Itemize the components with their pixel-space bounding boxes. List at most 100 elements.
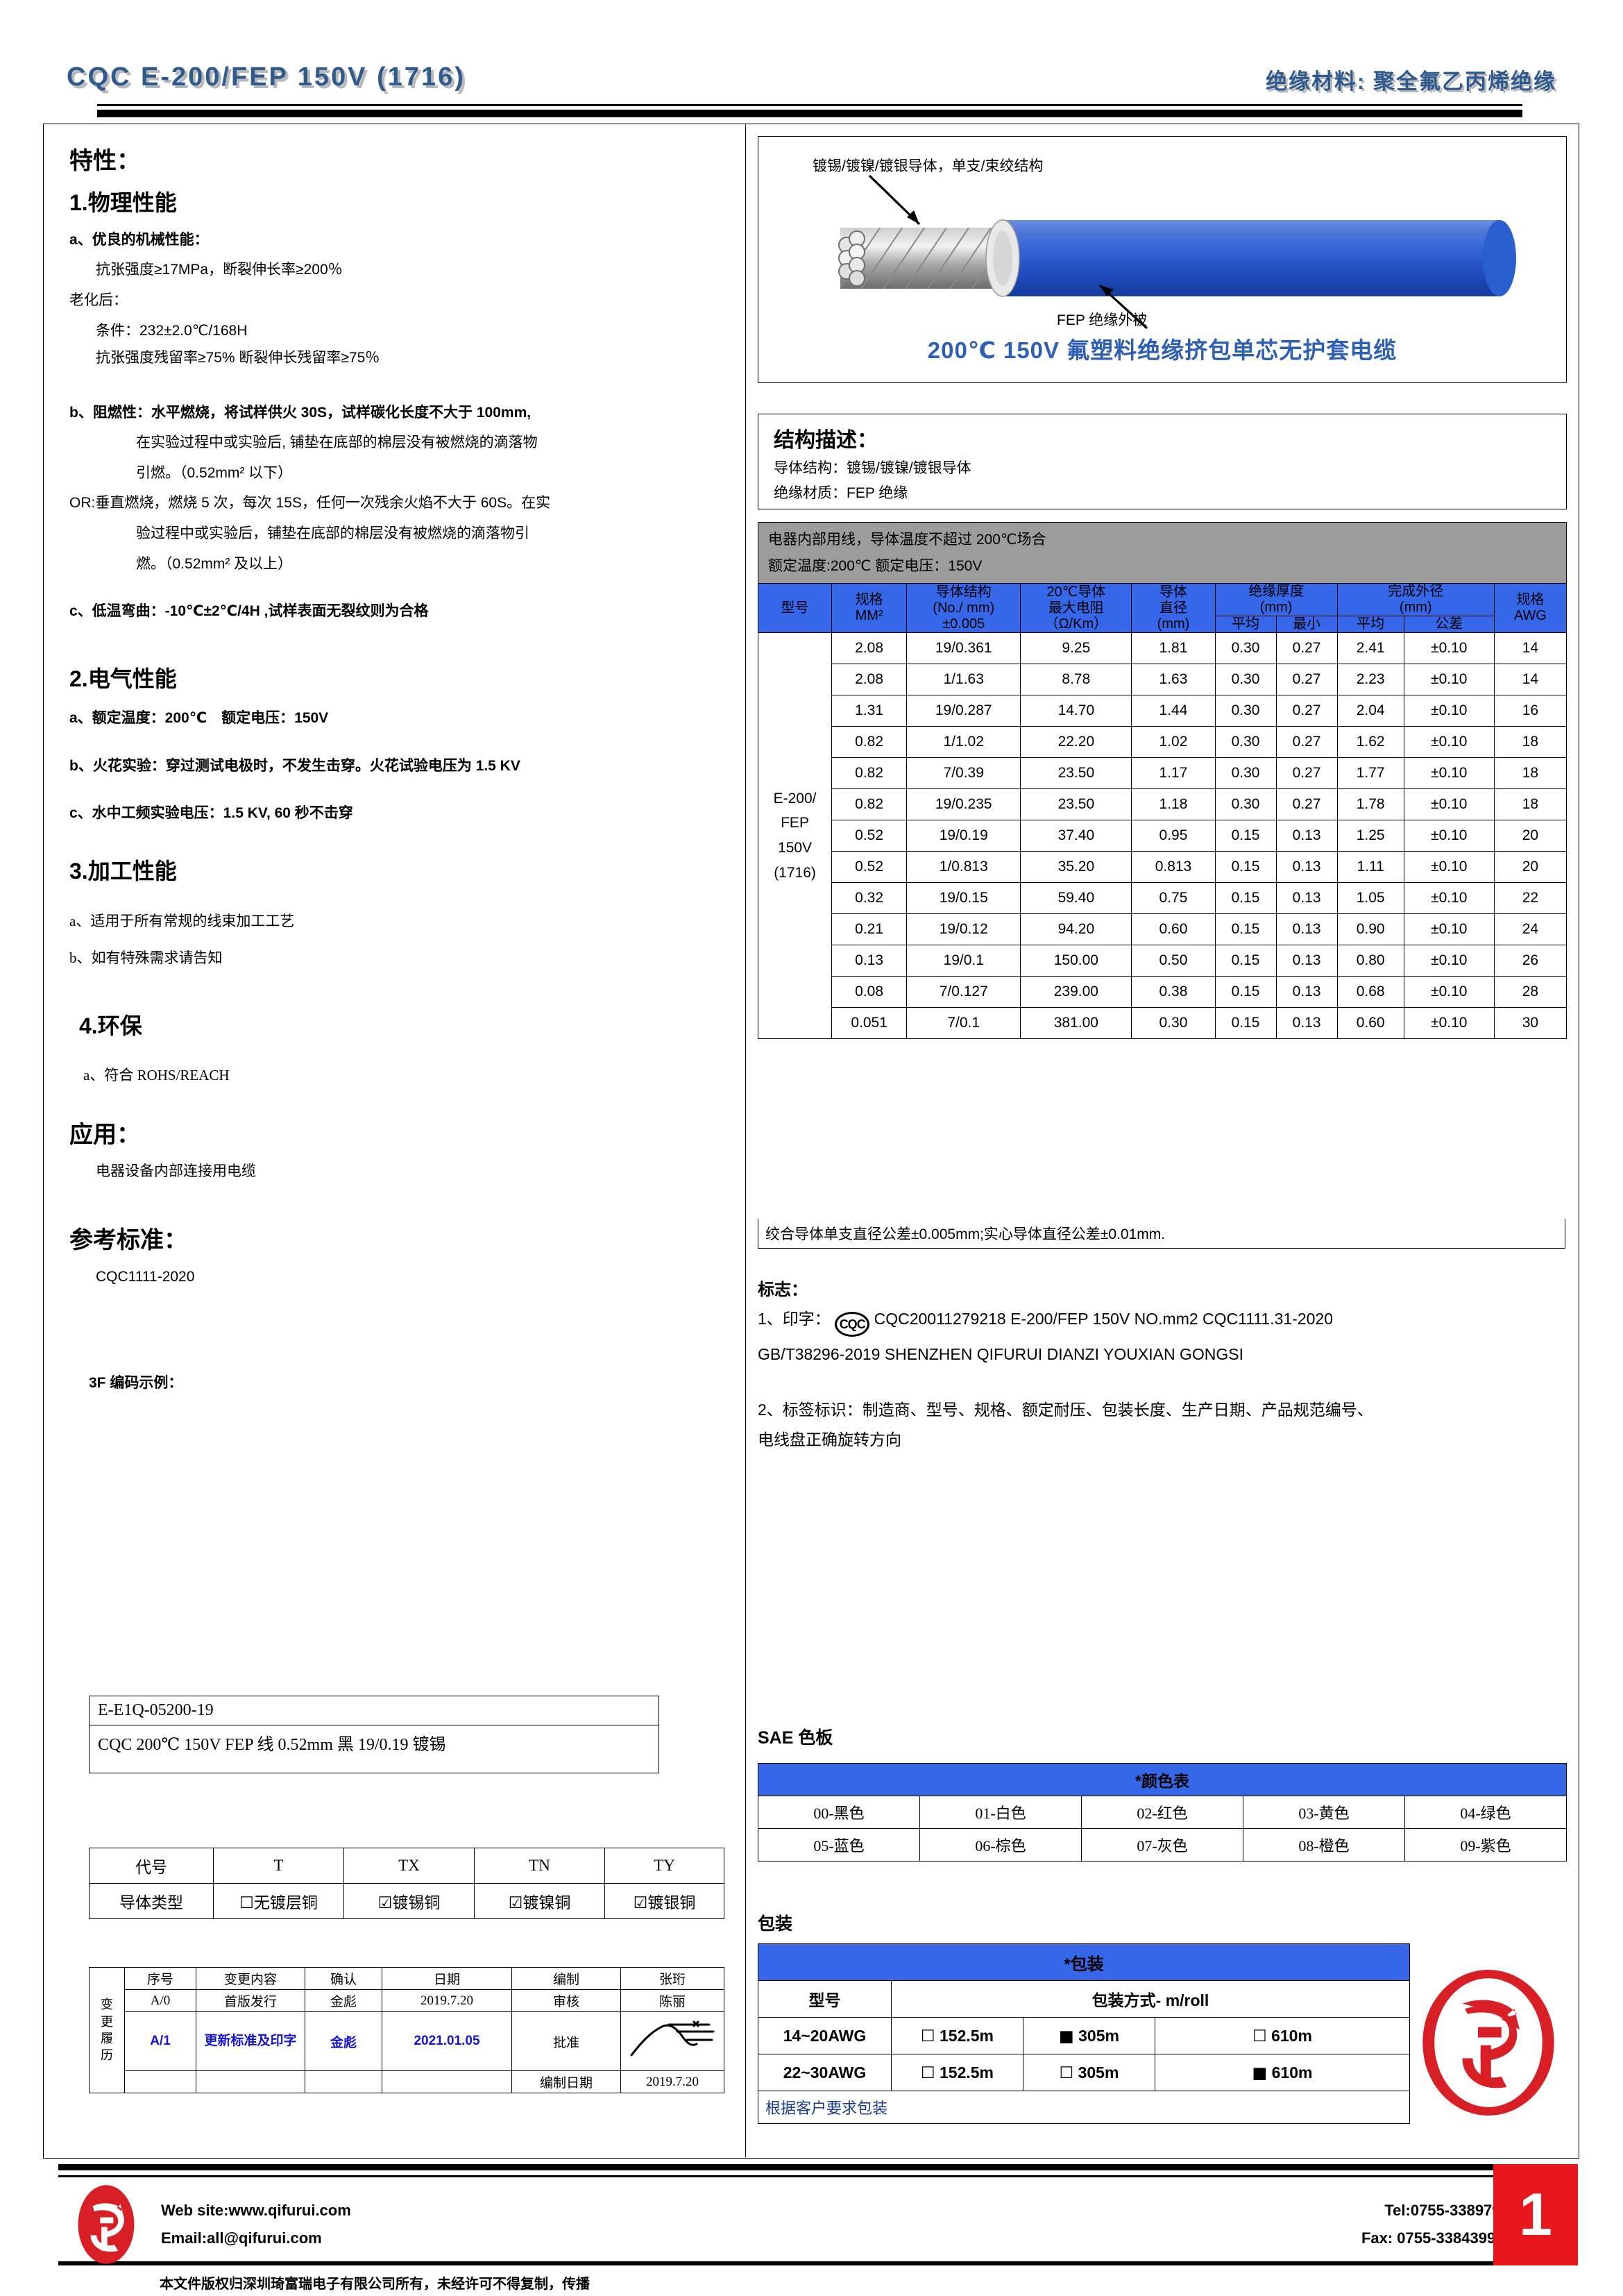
marking-print-text: CQC20011279218 E-200/FEP 150V NO.mm2 CQC…	[874, 1310, 1333, 1328]
spec-cell-r9-c1: 19/0.12	[906, 913, 1021, 945]
packaging-row1-opt0[interactable]: ☐ 152.5m	[891, 2054, 1023, 2091]
packaging-row0-opt2[interactable]: ☐ 610m	[1155, 2017, 1410, 2054]
packaging-row1-opt2[interactable]: ■ 610m	[1155, 2054, 1410, 2091]
conductor-option-silver-copper[interactable]: ☑镀银铜	[604, 1883, 724, 1919]
header-subtitle: 绝缘材料: 聚全氟乙丙烯绝缘	[1266, 69, 1556, 94]
spec-cell-r5-c5: 0.27	[1275, 788, 1338, 820]
packaging-table: *包装 型号 包装方式- m/roll 14~20AWG ☐ 152.5m ■ …	[758, 1943, 1410, 2124]
packaging-row1-opt1[interactable]: ☐ 305m	[1023, 2054, 1155, 2091]
spark-test-line: b、火花实验：穿过测试电极时，不发生击穿。火花试验电压为 1.5 KV	[69, 757, 520, 774]
table-row: 0.52 1/0.813 35.20 0.813 0.15 0.13 1.11 ±0.10 20	[758, 851, 1567, 883]
revision-header-date: 日期	[382, 1967, 512, 1990]
packaging-col-model: 型号	[758, 1980, 892, 2018]
application-condition-line2: 额定温度:200℃ 额定电压：150V	[768, 558, 983, 574]
spec-cell-r0-c3: 1.81	[1131, 632, 1216, 664]
packaging-row0-opt0[interactable]: ☐ 152.5m	[891, 2017, 1023, 2054]
spec-cell-r4-c5: 0.27	[1275, 757, 1338, 789]
spec-cell-r7-c1: 1/0.813	[906, 851, 1021, 883]
spec-cell-r9-c4: 0.15	[1214, 913, 1277, 945]
content-frame	[43, 124, 1579, 2159]
table-row: 根据客户要求包装	[758, 2091, 1410, 2124]
vertical-burn-line3: 燃。（0.52mm² 及以上）	[136, 555, 293, 572]
option-label: 610m	[1271, 2063, 1313, 2082]
page-title: CQC E-200/FEP 150V (1716)	[67, 62, 466, 92]
spec-th-construction: 导体结构 (No./ mm) ±0.005	[906, 583, 1021, 633]
checkbox-filled-icon: ■	[1252, 2063, 1268, 2082]
revision-row2-date	[382, 2070, 512, 2093]
spec-cell-r2-c6: 2.04	[1336, 695, 1404, 727]
footer-website[interactable]: Web site:www.qifurui.com	[161, 2202, 351, 2219]
table-row: 0.82 1/1.02 22.20 1.02 0.30 0.27 1.62 ±0.10 18	[758, 726, 1567, 758]
sae-color-09: 09-紫色	[1404, 1828, 1567, 1862]
standard-text: CQC1111-2020	[96, 1268, 195, 1285]
spec-th-od-tol: 公差	[1403, 616, 1495, 633]
spec-cell-r4-c6: 1.77	[1336, 757, 1404, 789]
vertical-burn-line1: OR:垂直燃烧，燃烧 5 次，每次 15S，任何一次残余火焰不大于 60S。在实	[69, 495, 551, 512]
cable-illustration-icon	[838, 174, 1516, 330]
structure-conductor: 导体结构：镀锡/镀镍/镀银导体	[774, 460, 971, 476]
sae-table-title: *颜色表	[758, 1763, 1567, 1796]
section-environment-heading: 4.环保	[79, 1013, 142, 1038]
conductor-option-tinned-copper[interactable]: ☑镀锡铜	[343, 1883, 475, 1919]
conductor-header-t: T	[213, 1848, 344, 1884]
marking-print-line2: GB/T38296-2019 SHENZHEN QIFURUI DIANZI Y…	[758, 1345, 1243, 1363]
marking-section: 标志： 1、印字： CQC CQC20011279218 E-200/FEP 1…	[758, 1276, 1570, 1458]
water-test-line: c、水中工频实验电压：1.5 KV, 60 秒不击穿	[69, 805, 353, 822]
spec-cell-r4-c7: ±0.10	[1403, 757, 1495, 789]
spec-cell-r0-c1: 19/0.361	[906, 632, 1021, 664]
spec-cell-r8-c4: 0.15	[1214, 882, 1277, 914]
section-electrical-heading: 2.电气性能	[69, 666, 177, 691]
table-row: 22~30AWG ☐ 152.5m ☐ 305m ■ 610m	[758, 2054, 1410, 2091]
revision-row1-content: 更新标准及印字	[196, 2011, 305, 2071]
revision-row2-confirm	[305, 2070, 382, 2093]
spec-cell-r5-c7: ±0.10	[1403, 788, 1495, 820]
sae-color-05: 05-蓝色	[758, 1828, 920, 1862]
footer-email[interactable]: Email:all@qifurui.com	[161, 2229, 322, 2247]
conductor-type-table: 代号 T TX TN TY 导体类型 ☐无镀层铜 ☑镀锡铜 ☑镀镍铜 ☑镀银铜	[89, 1848, 724, 1919]
option-label: 镀锡铜	[392, 1894, 441, 1911]
revision-row0-confirm: 金彪	[305, 1989, 382, 2012]
spec-cell-r10-c5: 0.13	[1275, 945, 1338, 977]
insulation-callout-label: FEP 绝缘外被	[1057, 312, 1148, 328]
spec-cell-r4-c1: 7/0.39	[906, 757, 1021, 789]
code-example-heading: 3F 编码示例：	[89, 1374, 183, 1391]
checkbox-checked-icon: ☑	[508, 1894, 523, 1912]
header-rule-thin	[97, 104, 1522, 106]
spec-cell-r0-c5: 0.27	[1275, 632, 1338, 664]
marking-print-prefix: 1、印字：	[758, 1310, 831, 1328]
option-label: 无镀层铜	[253, 1894, 318, 1911]
figure-caption: 200℃ 150V 氟塑料绝缘挤包单芯无护套电缆	[927, 337, 1397, 363]
revision-row0-date: 2019.7.20	[382, 1989, 512, 2012]
option-label: 152.5m	[940, 2063, 994, 2082]
spec-cell-r1-c6: 2.23	[1336, 664, 1404, 695]
spec-cell-r5-c3: 1.18	[1131, 788, 1216, 820]
spec-cell-r10-c6: 0.80	[1336, 945, 1404, 977]
table-row: A/0 首版发行 金彪 2019.7.20 审核 陈丽	[90, 1989, 724, 2012]
option-label: 镀镍铜	[522, 1894, 571, 1911]
vertical-burn-line2: 验过程中或实验后，铺垫在底部的棉层没有被燃烧的滴落物引	[136, 525, 529, 542]
table-row: 0.13 19/0.1 150.00 0.50 0.15 0.13 0.80 ±0.10 26	[758, 945, 1567, 977]
page-number-badge: 1	[1493, 2164, 1578, 2265]
spec-cell-r5-c6: 1.78	[1336, 788, 1404, 820]
rated-temp-voltage: a、额定温度：200℃ 额定电压：150V	[69, 710, 329, 727]
spec-cell-r7-c2: 35.20	[1020, 851, 1132, 883]
table-row: 代号 T TX TN TY	[89, 1848, 724, 1884]
packaging-row0-opt1[interactable]: ■ 305m	[1023, 2017, 1155, 2054]
revision-header-content: 变更内容	[196, 1967, 305, 1990]
code-example-line2: CQC 200℃ 150V FEP 线 0.52mm 黑 19/0.19 镀锡	[98, 1736, 446, 1754]
column-divider	[745, 124, 746, 2157]
spec-cell-r1-c4: 0.30	[1214, 664, 1277, 695]
application-conditions-bar: 电器内部用线，导体温度不超过 200℃场合 额定温度:200℃ 额定电压：150…	[758, 522, 1567, 584]
spec-cell-r2-c2: 14.70	[1020, 695, 1132, 727]
spec-cell-r3-c6: 1.62	[1336, 726, 1404, 758]
conductor-option-bare-copper[interactable]: ☐无镀层铜	[213, 1883, 344, 1919]
spec-cell-r5-c1: 19/0.235	[906, 788, 1021, 820]
revision-row2-content	[196, 2070, 305, 2093]
packaging-section-heading: 包装	[758, 1914, 793, 1934]
spec-cell-r1-c7: ±0.10	[1403, 664, 1495, 695]
spec-cell-r4-c0: 0.82	[831, 757, 908, 789]
table-row: 0.82 7/0.39 23.50 1.17 0.30 0.27 1.77 ±0.10 18	[758, 757, 1567, 789]
spec-model-cell: E-200/FEP 150V (1716)	[757, 632, 833, 1039]
revision-header-role: 编制	[511, 1967, 621, 1990]
conductor-option-nickel-copper[interactable]: ☑镀镍铜	[474, 1883, 605, 1919]
